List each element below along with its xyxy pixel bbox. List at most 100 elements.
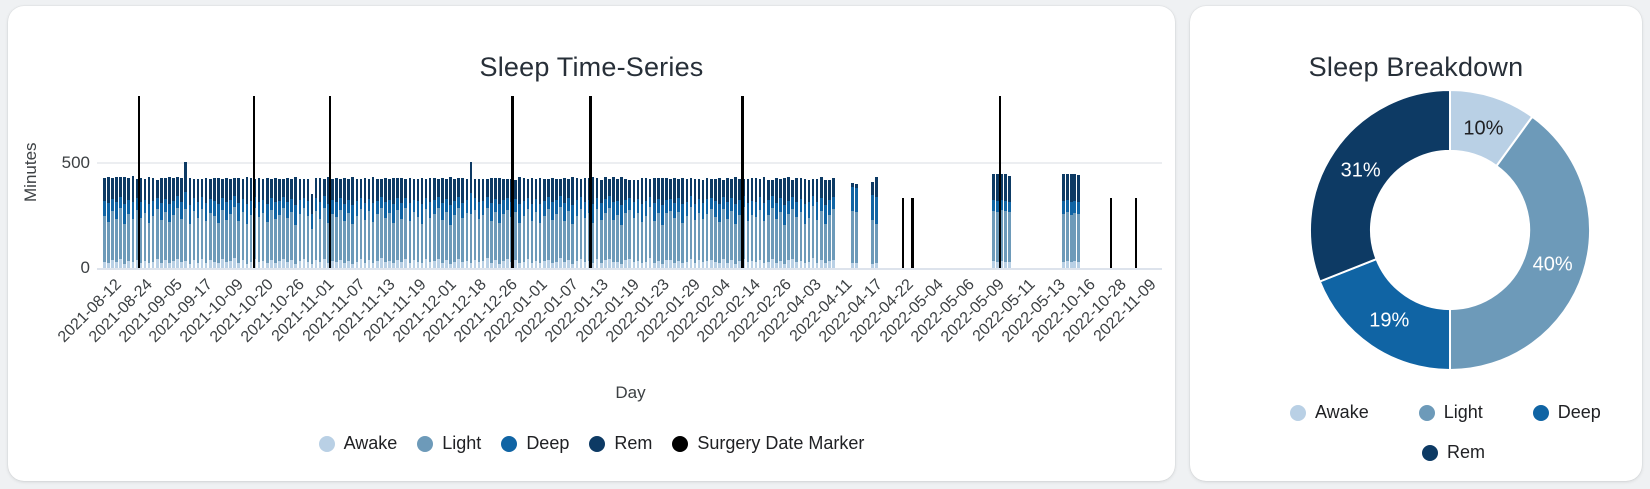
segment-deep — [229, 200, 232, 215]
legend-item-surgery-date-marker[interactable]: Surgery Date Marker — [672, 433, 864, 454]
segment-rem — [192, 178, 196, 199]
segment-rem — [241, 179, 245, 199]
segment-deep — [665, 200, 668, 213]
segment-light — [628, 209, 632, 260]
segment-awake — [473, 259, 477, 268]
segment-deep — [375, 200, 379, 215]
segment-awake — [477, 262, 481, 268]
segment-rem — [270, 178, 273, 199]
segment-light — [677, 211, 680, 261]
stacked-bar — [469, 162, 473, 268]
segment-deep — [180, 201, 183, 219]
segment-awake — [624, 260, 627, 268]
segment-awake — [331, 261, 334, 268]
segment-light — [314, 211, 318, 261]
stacked-bar — [180, 177, 183, 268]
stacked-bar — [604, 177, 607, 268]
segment-rem — [355, 178, 359, 202]
segment-rem — [714, 178, 717, 202]
legend-item-rem[interactable]: Rem — [1422, 442, 1485, 463]
segment-deep — [143, 199, 147, 213]
segment-deep — [274, 202, 277, 220]
segment-awake — [298, 260, 302, 268]
stacked-bar — [278, 178, 281, 268]
slice-percent-label: 19% — [1369, 309, 1409, 331]
segment-awake — [498, 263, 501, 268]
segment-light — [286, 218, 289, 263]
segment-light — [775, 219, 778, 263]
stacked-bar — [428, 177, 432, 268]
segment-deep — [408, 203, 412, 221]
segment-awake — [437, 258, 440, 268]
segment-deep — [526, 197, 530, 209]
segment-light — [530, 220, 534, 263]
segment-awake — [485, 258, 489, 268]
segment-light — [547, 208, 550, 260]
stacked-bar — [445, 179, 448, 268]
segment-deep — [441, 202, 444, 220]
segment-deep — [599, 202, 603, 220]
segment-deep — [563, 203, 566, 221]
segment-rem — [327, 177, 330, 204]
segment-awake — [673, 262, 676, 268]
segment-rem — [208, 178, 212, 200]
segment-awake — [225, 262, 228, 268]
segment-rem — [416, 178, 420, 202]
legend-item-awake[interactable]: Awake — [1290, 402, 1369, 423]
stacked-bar — [803, 178, 807, 268]
segment-light — [363, 220, 367, 263]
legend-label: Awake — [343, 433, 398, 453]
segment-light — [640, 222, 644, 264]
legend-item-deep[interactable]: Deep — [1532, 402, 1601, 423]
stacked-bar — [648, 178, 652, 268]
segment-light — [131, 219, 135, 262]
segment-deep — [233, 195, 236, 208]
segment-awake — [200, 258, 204, 268]
segment-awake — [661, 263, 664, 268]
legend-label: Light — [1443, 402, 1483, 422]
segment-awake — [135, 259, 139, 268]
segment-rem — [494, 178, 497, 199]
legend-swatch — [417, 435, 434, 452]
donut-slice-light[interactable] — [1449, 115, 1591, 371]
stacked-bar — [632, 179, 636, 268]
segment-deep — [392, 203, 395, 223]
stacked-bar — [522, 178, 526, 268]
segment-deep — [811, 196, 815, 207]
segment-awake — [665, 260, 668, 268]
stacked-bar — [738, 178, 742, 268]
segment-rem — [200, 179, 204, 198]
legend-label: Light — [442, 433, 482, 453]
segment-deep — [184, 191, 188, 210]
segment-rem — [628, 180, 632, 198]
stacked-bar — [685, 178, 689, 268]
segment-deep — [992, 199, 996, 211]
donut-slice-rem[interactable] — [1309, 89, 1451, 283]
legend-item-awake[interactable]: Awake — [318, 433, 398, 454]
segment-light — [441, 219, 444, 263]
segment-awake — [514, 260, 517, 268]
segment-rem — [441, 177, 444, 203]
segment-awake — [164, 260, 167, 268]
breakdown-title: Sleep Breakdown — [1308, 52, 1524, 83]
segment-awake — [306, 261, 310, 268]
segment-deep — [359, 197, 363, 210]
segment-rem — [579, 179, 583, 198]
segment-rem — [775, 177, 778, 203]
segment-awake — [286, 262, 289, 268]
segment-deep — [815, 202, 819, 221]
segment-deep — [871, 195, 875, 221]
segment-light — [750, 214, 754, 262]
stacked-bar — [331, 178, 334, 268]
legend-item-rem[interactable]: Rem — [589, 433, 652, 454]
legend-item-light[interactable]: Light — [1418, 402, 1483, 423]
legend-item-light[interactable]: Light — [417, 433, 481, 454]
legend-item-deep[interactable]: Deep — [501, 433, 569, 454]
segment-light — [265, 222, 269, 264]
segment-awake — [314, 260, 318, 268]
segment-light — [681, 223, 685, 264]
segment-rem — [518, 177, 522, 205]
stacked-bar — [351, 177, 355, 268]
segment-awake — [803, 263, 807, 268]
segment-rem — [212, 177, 216, 202]
